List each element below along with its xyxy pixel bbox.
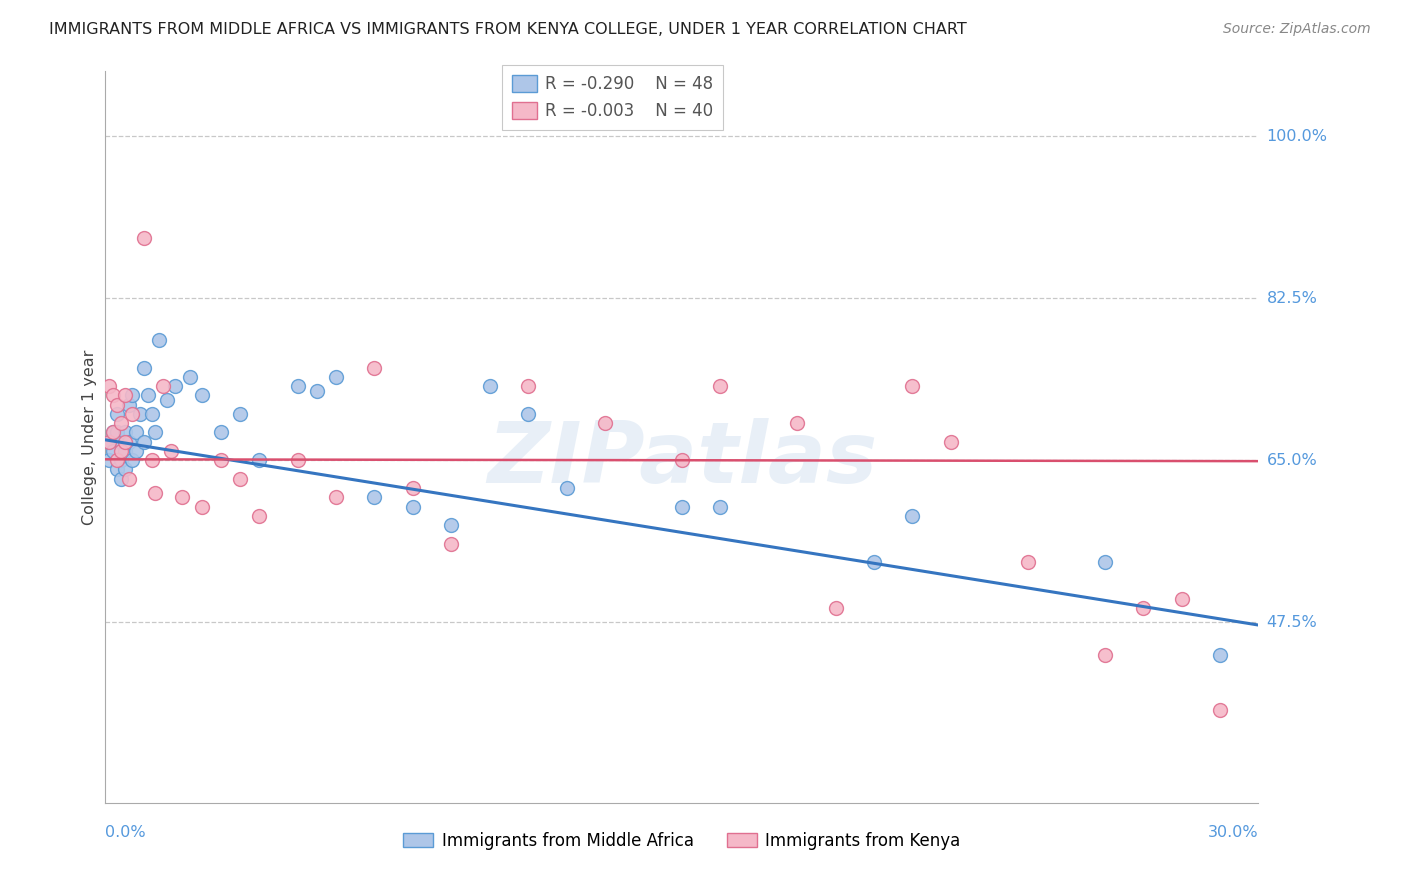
Point bbox=[156, 392, 179, 407]
Point bbox=[517, 407, 540, 421]
Point bbox=[287, 453, 309, 467]
Point bbox=[325, 370, 347, 384]
Point bbox=[440, 536, 463, 550]
Point bbox=[1094, 648, 1116, 662]
Point bbox=[209, 425, 232, 440]
Point bbox=[98, 379, 121, 393]
Text: Source: ZipAtlas.com: Source: ZipAtlas.com bbox=[1223, 22, 1371, 37]
Point bbox=[132, 231, 155, 245]
Point bbox=[132, 360, 155, 375]
Point bbox=[152, 379, 174, 393]
Point bbox=[1017, 555, 1039, 569]
Point bbox=[402, 500, 425, 514]
Point bbox=[132, 434, 155, 449]
Point bbox=[172, 490, 194, 504]
Point bbox=[163, 379, 186, 393]
Point bbox=[209, 453, 232, 467]
Point bbox=[125, 425, 148, 440]
Text: 82.5%: 82.5% bbox=[1267, 291, 1317, 306]
Point bbox=[901, 379, 924, 393]
Point bbox=[98, 453, 121, 467]
Point bbox=[287, 379, 309, 393]
Text: IMMIGRANTS FROM MIDDLE AFRICA VS IMMIGRANTS FROM KENYA COLLEGE, UNDER 1 YEAR COR: IMMIGRANTS FROM MIDDLE AFRICA VS IMMIGRA… bbox=[49, 22, 967, 37]
Point bbox=[440, 518, 463, 533]
Legend: Immigrants from Middle Africa, Immigrants from Kenya: Immigrants from Middle Africa, Immigrant… bbox=[396, 825, 967, 856]
Point bbox=[105, 453, 128, 467]
Point bbox=[98, 434, 121, 449]
Point bbox=[1170, 592, 1192, 607]
Point bbox=[709, 500, 731, 514]
Point bbox=[901, 508, 924, 523]
Point bbox=[709, 379, 731, 393]
Point bbox=[101, 388, 124, 402]
Point bbox=[148, 333, 170, 347]
Point bbox=[117, 398, 139, 412]
Text: 65.0%: 65.0% bbox=[1267, 453, 1317, 467]
Text: 30.0%: 30.0% bbox=[1208, 825, 1258, 840]
Point bbox=[1209, 648, 1232, 662]
Point bbox=[101, 444, 124, 458]
Point bbox=[478, 379, 501, 393]
Point bbox=[402, 481, 425, 495]
Point bbox=[555, 481, 578, 495]
Point bbox=[114, 425, 136, 440]
Point bbox=[141, 407, 163, 421]
Point bbox=[305, 384, 328, 398]
Point bbox=[1132, 601, 1154, 615]
Point bbox=[179, 370, 201, 384]
Point bbox=[517, 379, 540, 393]
Point bbox=[190, 388, 212, 402]
Text: ZIPatlas: ZIPatlas bbox=[486, 417, 877, 500]
Point bbox=[105, 425, 128, 440]
Point bbox=[325, 490, 347, 504]
Point bbox=[121, 407, 143, 421]
Point bbox=[117, 472, 139, 486]
Point bbox=[671, 453, 693, 467]
Point bbox=[98, 434, 121, 449]
Text: 47.5%: 47.5% bbox=[1267, 615, 1317, 630]
Point bbox=[129, 407, 152, 421]
Point bbox=[247, 508, 270, 523]
Point bbox=[125, 444, 148, 458]
Point bbox=[1094, 555, 1116, 569]
Point bbox=[141, 453, 163, 467]
Point bbox=[105, 398, 128, 412]
Point bbox=[136, 388, 159, 402]
Point bbox=[105, 462, 128, 476]
Point bbox=[114, 388, 136, 402]
Point bbox=[1209, 703, 1232, 717]
Point bbox=[363, 490, 385, 504]
Point bbox=[671, 500, 693, 514]
Point bbox=[110, 453, 132, 467]
Point bbox=[114, 462, 136, 476]
Point bbox=[363, 360, 385, 375]
Point bbox=[145, 425, 167, 440]
Point bbox=[110, 444, 132, 458]
Point bbox=[593, 416, 616, 430]
Point bbox=[110, 416, 132, 430]
Point bbox=[229, 407, 252, 421]
Point bbox=[121, 453, 143, 467]
Point bbox=[110, 434, 132, 449]
Text: 0.0%: 0.0% bbox=[105, 825, 146, 840]
Point bbox=[101, 425, 124, 440]
Point bbox=[824, 601, 846, 615]
Point bbox=[145, 485, 167, 500]
Point bbox=[105, 407, 128, 421]
Point bbox=[117, 434, 139, 449]
Point bbox=[229, 472, 252, 486]
Point bbox=[121, 388, 143, 402]
Y-axis label: College, Under 1 year: College, Under 1 year bbox=[82, 350, 97, 524]
Point bbox=[786, 416, 808, 430]
Point bbox=[110, 472, 132, 486]
Point bbox=[114, 434, 136, 449]
Point bbox=[247, 453, 270, 467]
Point bbox=[190, 500, 212, 514]
Point bbox=[114, 444, 136, 458]
Point bbox=[939, 434, 962, 449]
Point bbox=[159, 444, 181, 458]
Point bbox=[863, 555, 886, 569]
Point bbox=[101, 425, 124, 440]
Text: 100.0%: 100.0% bbox=[1267, 128, 1327, 144]
